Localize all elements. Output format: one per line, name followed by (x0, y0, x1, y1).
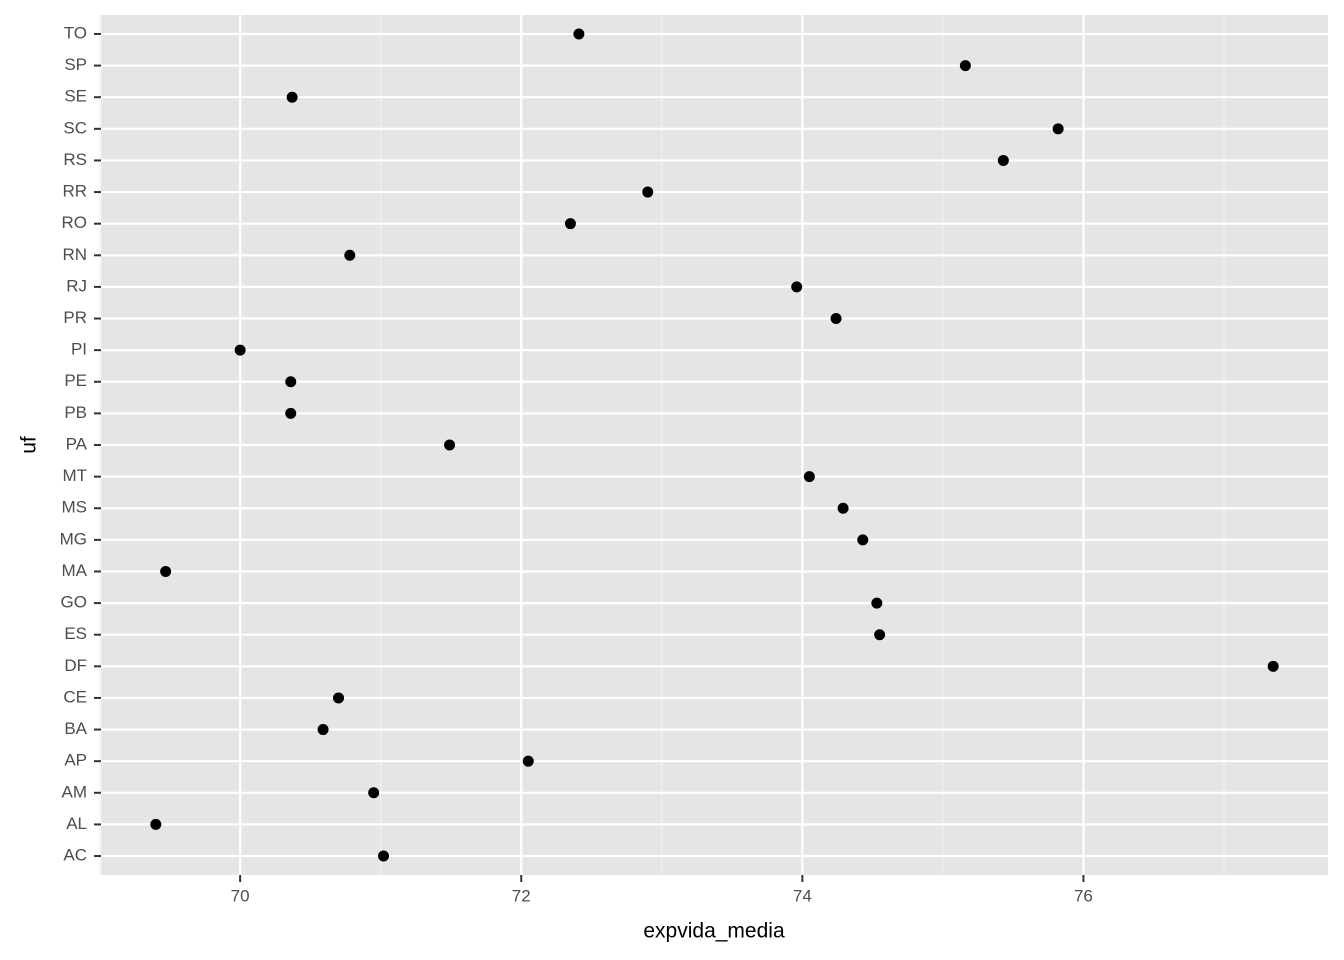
y-tick-label: MG (60, 529, 87, 548)
y-tick-label: PI (71, 340, 87, 359)
y-tick-label: MT (62, 466, 87, 485)
y-tick-label: AL (66, 814, 87, 833)
point (1052, 123, 1064, 135)
y-tick-label: TO (64, 23, 87, 42)
y-tick-label: RS (63, 150, 87, 169)
y-tick-label: SC (63, 118, 87, 137)
y-axis-title: uf (18, 436, 41, 454)
point (285, 407, 297, 419)
point (642, 186, 654, 198)
y-tick-label: SE (64, 87, 87, 106)
point (522, 755, 534, 767)
point (573, 28, 585, 40)
point (333, 692, 345, 704)
y-tick-label: AP (64, 751, 87, 770)
y-tick-label: MA (62, 561, 88, 580)
point (997, 154, 1009, 166)
point (160, 565, 172, 577)
point (444, 439, 456, 451)
y-tick-label: BA (64, 719, 87, 738)
point (344, 249, 356, 261)
y-tick-label: PA (66, 434, 88, 453)
y-tick-label: RJ (66, 276, 87, 295)
y-tick-label: PE (64, 371, 87, 390)
y-tick-label: AC (63, 846, 87, 865)
point (837, 502, 849, 514)
point (871, 597, 883, 609)
x-tick-label: 74 (793, 886, 812, 905)
y-tick-label: ES (64, 624, 87, 643)
point (791, 281, 803, 293)
x-tick-label: 76 (1074, 886, 1093, 905)
y-tick-label: AM (62, 782, 88, 801)
y-tick-label: PB (64, 403, 87, 422)
x-tick-label: 72 (512, 886, 531, 905)
point (857, 534, 869, 546)
point (959, 60, 971, 72)
point (564, 218, 576, 230)
y-tick-label: GO (61, 593, 87, 612)
y-tick-label: SP (64, 55, 87, 74)
y-tick-label: RN (62, 245, 87, 264)
y-tick-label: MS (62, 498, 88, 517)
y-tick-label: DF (64, 656, 87, 675)
point (803, 471, 815, 483)
y-tick-label: RO (62, 213, 88, 232)
x-axis-title: expvida_media (643, 920, 785, 943)
point (285, 376, 297, 388)
point (1267, 660, 1279, 672)
y-tick-label: RR (62, 182, 87, 201)
y-tick-label: PR (63, 308, 87, 327)
point (830, 313, 842, 325)
y-tick-label: CE (63, 687, 87, 706)
point (874, 629, 886, 641)
point (378, 850, 390, 862)
point (368, 787, 380, 799)
point (286, 91, 298, 103)
x-tick-label: 70 (231, 886, 250, 905)
point (234, 344, 246, 356)
point (317, 724, 329, 736)
point (150, 818, 162, 830)
